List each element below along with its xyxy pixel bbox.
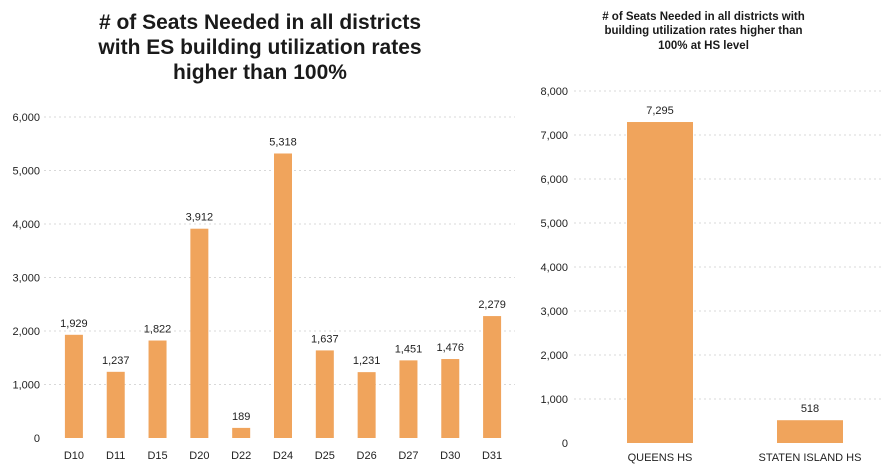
es-category-label: D25 <box>315 450 335 462</box>
hs-y-tick-label: 6,000 <box>540 174 568 186</box>
es-y-tick-label: 1,000 <box>12 380 40 392</box>
es-category-label: D24 <box>273 450 293 462</box>
hs-chart-title-line-2: building utilization rates higher than <box>604 25 803 38</box>
hs-y-tick-label: 2,000 <box>540 350 568 362</box>
es-bar <box>64 334 83 438</box>
hs-data-label: 518 <box>801 403 819 415</box>
hs-y-tick-label: 3,000 <box>540 306 568 318</box>
es-bar <box>315 350 334 438</box>
es-data-label: 1,822 <box>144 324 172 336</box>
hs-category-label: QUEENS HS <box>628 452 693 464</box>
es-bar <box>106 371 125 438</box>
es-y-tick-label: 4,000 <box>12 219 40 231</box>
hs-y-tick-label: 8,000 <box>540 86 568 98</box>
es-y-tick-label: 6,000 <box>12 112 40 124</box>
hs-y-tick-label: 1,000 <box>540 394 568 406</box>
es-data-label: 1,451 <box>395 343 423 355</box>
es-category-label: D20 <box>189 450 209 462</box>
es-category-label: D22 <box>231 450 251 462</box>
es-bar <box>274 153 292 438</box>
es-category-label: D10 <box>64 450 84 462</box>
hs-category-label: STATEN ISLAND HS <box>759 452 862 464</box>
es-data-label: 2,279 <box>478 299 506 311</box>
es-category-label: D30 <box>440 450 460 462</box>
es-data-label: 3,912 <box>186 212 214 224</box>
es-bar <box>232 427 251 438</box>
es-data-label: 1,929 <box>60 318 88 330</box>
es-data-label: 1,637 <box>311 333 339 345</box>
es-y-tick-label: 5,000 <box>12 166 40 178</box>
hs-y-tick-label: 0 <box>562 438 568 450</box>
es-bar <box>190 228 209 438</box>
es-chart-title-line-3: higher than 100% <box>173 61 347 85</box>
es-bar <box>483 316 502 438</box>
es-category-label: D27 <box>398 450 418 462</box>
es-chart-title-line-2: with ES building utilization rates <box>98 36 422 60</box>
hs-chart-title-line-3: 100% at HS level <box>658 39 749 52</box>
es-data-label: 1,476 <box>437 342 465 354</box>
es-bar-chart: 0 1,000 2,000 3,000 4,000 5,000 6,000 1,929 D10 1… <box>12 112 515 462</box>
es-category-label: D26 <box>357 450 377 462</box>
hs-bar <box>627 122 693 444</box>
hs-y-tick-label: 5,000 <box>540 218 568 230</box>
es-bar <box>441 359 460 438</box>
es-bar <box>399 360 418 438</box>
es-y-tick-label: 2,000 <box>12 326 40 338</box>
hs-chart-title-line-1: # of Seats Needed in all districts with <box>602 11 805 23</box>
es-bar <box>357 372 376 438</box>
hs-seats-chart-panel: # of Seats Needed in all districts with … <box>520 0 887 465</box>
es-data-label: 5,318 <box>269 136 297 148</box>
es-y-tick-label: 0 <box>34 433 40 445</box>
hs-bar-chart: 0 1,000 2,000 3,000 4,000 5,000 6,000 7,000 8,00… <box>540 86 882 464</box>
hs-bar <box>777 420 843 443</box>
es-seats-chart-panel: # of Seats Needed in all districts with … <box>12 10 515 462</box>
es-category-label: D31 <box>482 450 502 462</box>
hs-chart-title: # of Seats Needed in all districts with … <box>520 10 887 53</box>
es-category-label: D15 <box>147 450 167 462</box>
hs-y-tick-label: 7,000 <box>540 130 568 142</box>
es-y-tick-label: 3,000 <box>12 273 40 285</box>
es-bar <box>148 340 167 438</box>
hs-data-label: 7,295 <box>646 105 674 117</box>
es-data-label: 189 <box>232 411 250 423</box>
es-chart-title-line-1: # of Seats Needed in all districts <box>98 11 422 34</box>
hs-y-tick-label: 4,000 <box>540 262 568 274</box>
es-data-label: 1,231 <box>353 355 381 367</box>
es-data-label: 1,237 <box>102 355 130 367</box>
es-chart-title: # of Seats Needed in all districts with … <box>20 10 500 86</box>
es-category-label: D11 <box>106 450 125 462</box>
